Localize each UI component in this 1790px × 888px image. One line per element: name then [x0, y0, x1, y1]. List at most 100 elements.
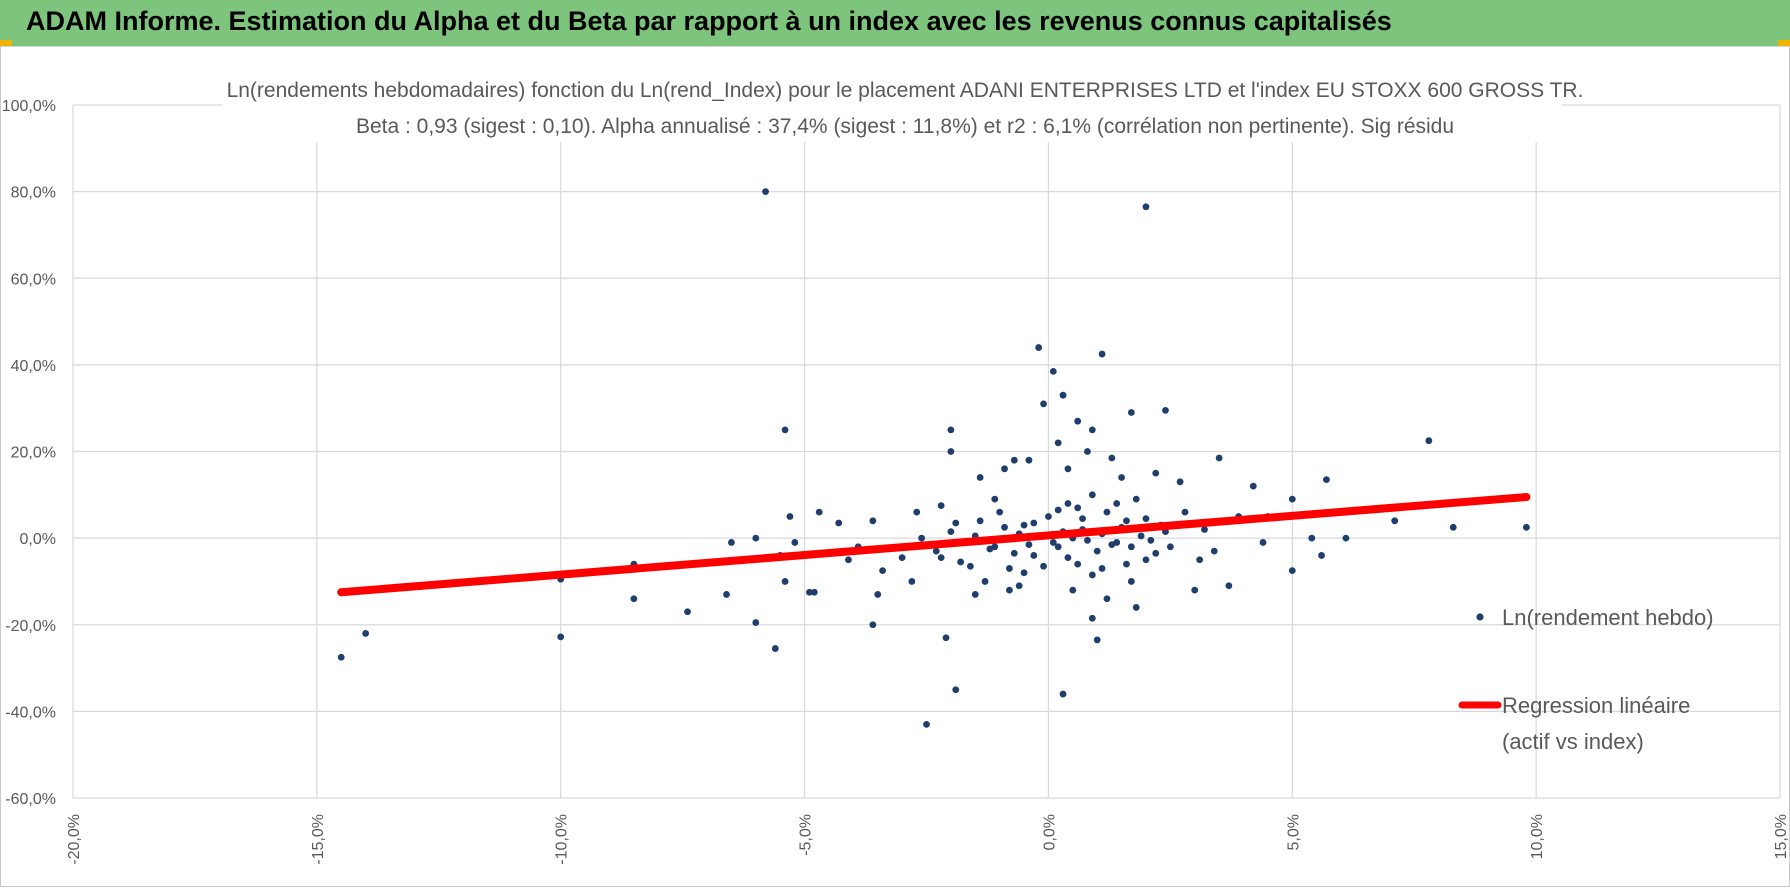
data-point	[1259, 539, 1267, 546]
data-point	[1162, 406, 1169, 414]
x-axis-ticks: -20,0% -15,0% -10,0% -5,0% 0,0% 5,0% 10,0% 15,0…	[66, 814, 1790, 865]
y-tick-label: -40,0%	[5, 704, 56, 721]
data-point	[1152, 549, 1160, 557]
data-point	[1108, 541, 1116, 549]
data-point	[1166, 543, 1174, 551]
data-point	[937, 554, 945, 562]
data-point	[1040, 562, 1047, 570]
data-point	[1127, 578, 1135, 585]
data-point	[752, 534, 760, 542]
data-point	[1098, 565, 1106, 572]
data-point	[1123, 517, 1130, 525]
data-point	[1054, 543, 1062, 551]
data-point	[781, 578, 789, 585]
legend-regression-label-2: (actif vs index)	[1502, 729, 1644, 754]
data-point	[752, 619, 760, 626]
data-point	[947, 448, 955, 455]
data-point	[1288, 567, 1296, 575]
data-point	[1025, 456, 1033, 464]
data-point	[362, 630, 370, 637]
data-point	[762, 188, 769, 196]
data-point	[1093, 547, 1101, 555]
data-point	[1522, 523, 1530, 531]
x-tick-label: -15,0%	[310, 814, 327, 865]
data-point	[937, 502, 945, 510]
title-background	[222, 72, 1562, 142]
data-point	[630, 595, 638, 603]
data-point	[1001, 465, 1008, 473]
data-point	[1288, 495, 1296, 503]
data-point	[1049, 367, 1057, 375]
data-point	[1079, 515, 1086, 523]
data-point	[1391, 517, 1399, 525]
y-tick-label: 60,0%	[11, 271, 56, 288]
data-point	[1103, 595, 1111, 603]
data-point	[1084, 536, 1091, 544]
data-point	[728, 539, 735, 546]
data-point	[845, 556, 852, 564]
data-point	[1127, 409, 1135, 416]
x-tick-label: 15,0%	[1773, 814, 1790, 859]
data-point	[815, 508, 823, 516]
y-tick-label: 40,0%	[11, 358, 56, 375]
data-point	[1191, 586, 1199, 594]
y-tick-label: 0,0%	[20, 531, 56, 548]
data-point	[1323, 476, 1330, 484]
data-point	[1054, 439, 1062, 447]
data-point	[1074, 417, 1082, 425]
regression-line	[337, 492, 1531, 597]
data-point	[781, 426, 789, 434]
data-point	[806, 588, 813, 596]
data-point	[1249, 482, 1257, 490]
data-point	[913, 508, 921, 516]
data-point	[684, 608, 691, 616]
data-point	[1132, 604, 1140, 611]
data-point	[1137, 532, 1145, 540]
data-point	[557, 633, 565, 641]
data-point	[1074, 560, 1082, 568]
x-tick-label: 0,0%	[1041, 814, 1058, 850]
y-tick-label: 80,0%	[11, 185, 56, 202]
data-point	[1152, 469, 1160, 477]
y-tick-label: 100,0%	[2, 98, 56, 115]
x-tick-label: -20,0%	[66, 814, 83, 865]
data-point	[1054, 506, 1062, 514]
data-point	[835, 519, 843, 527]
x-tick-label: 10,0%	[1529, 814, 1546, 859]
data-point	[771, 645, 779, 652]
data-point	[918, 534, 926, 542]
data-point	[1088, 571, 1096, 579]
data-point	[1118, 474, 1125, 481]
data-point	[1425, 437, 1433, 445]
data-point	[786, 513, 794, 520]
data-point	[1001, 523, 1008, 531]
data-point	[1449, 523, 1457, 531]
data-point	[1201, 526, 1208, 533]
data-point	[976, 517, 984, 525]
data-point	[1113, 500, 1121, 507]
data-point	[1088, 491, 1096, 499]
data-point	[1064, 554, 1072, 562]
legend-scatter-label: Ln(rendement hebdo)	[1502, 605, 1714, 630]
y-axis-ticks: 100,0% 80,0% 60,0% 40,0% 20,0% 0,0% -20,0% -40,…	[2, 98, 56, 808]
data-point	[1181, 508, 1189, 516]
data-point	[1196, 556, 1204, 564]
data-point	[981, 578, 989, 585]
data-point	[1176, 478, 1184, 486]
data-point	[1006, 565, 1013, 572]
data-point	[879, 567, 887, 575]
data-point	[1215, 454, 1223, 462]
data-point	[1088, 614, 1096, 622]
legend-scatter-marker	[1476, 613, 1484, 621]
data-point	[1210, 547, 1218, 555]
data-point	[1059, 391, 1067, 399]
data-point	[947, 426, 955, 434]
y-tick-label: 20,0%	[11, 445, 56, 462]
scatter-points	[337, 188, 1530, 728]
chart-title-line1: Ln(rendements hebdomadaires) fonction du…	[227, 79, 1584, 102]
corner-marker	[0, 40, 12, 46]
data-point	[1069, 586, 1077, 594]
report-header: ADAM Informe. Estimation du Alpha et du …	[0, 0, 1790, 47]
data-point	[1015, 582, 1023, 590]
data-point	[923, 720, 930, 728]
